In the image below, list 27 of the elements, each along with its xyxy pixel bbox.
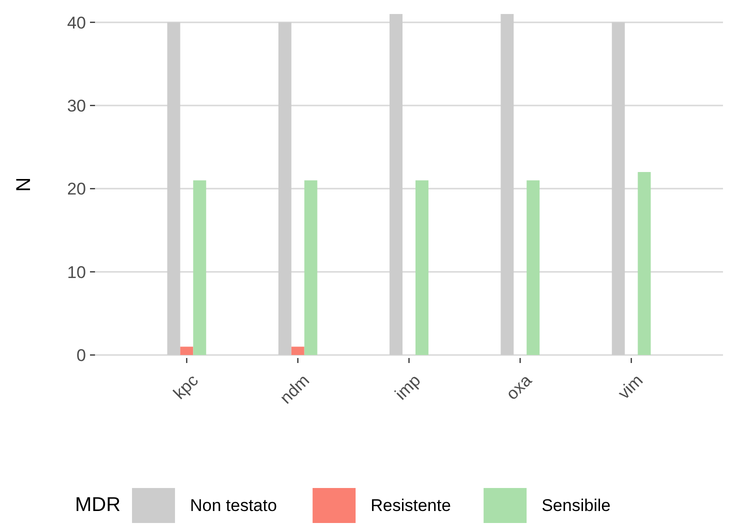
legend-label: Non testato [190, 496, 277, 515]
legend-label: Sensibile [542, 496, 611, 515]
bar [415, 180, 428, 355]
x-tick-label: oxa [502, 370, 536, 404]
bar [526, 180, 540, 355]
x-tick-label: kpc [170, 370, 202, 403]
bar [193, 180, 206, 355]
y-tick-label: 30 [67, 96, 86, 116]
y-tick-label: 10 [67, 262, 86, 282]
x-tick-label: ndm [276, 370, 314, 408]
y-tick-label: 40 [67, 13, 86, 32]
x-tick-label: imp [391, 370, 424, 404]
bar [638, 172, 651, 355]
bar [500, 14, 514, 355]
legend-label: Resistente [370, 496, 451, 515]
bar [304, 180, 318, 355]
bar [612, 22, 625, 355]
bar [167, 22, 180, 355]
bar [291, 346, 304, 355]
legend-title: MDR [75, 494, 121, 516]
bar [180, 346, 194, 355]
x-tick-label: vim [614, 370, 647, 403]
y-axis-title: N [13, 177, 35, 192]
bar [278, 22, 292, 355]
y-tick-label: 20 [67, 180, 86, 199]
y-tick-label: 0 [76, 346, 86, 365]
bar [390, 14, 403, 355]
